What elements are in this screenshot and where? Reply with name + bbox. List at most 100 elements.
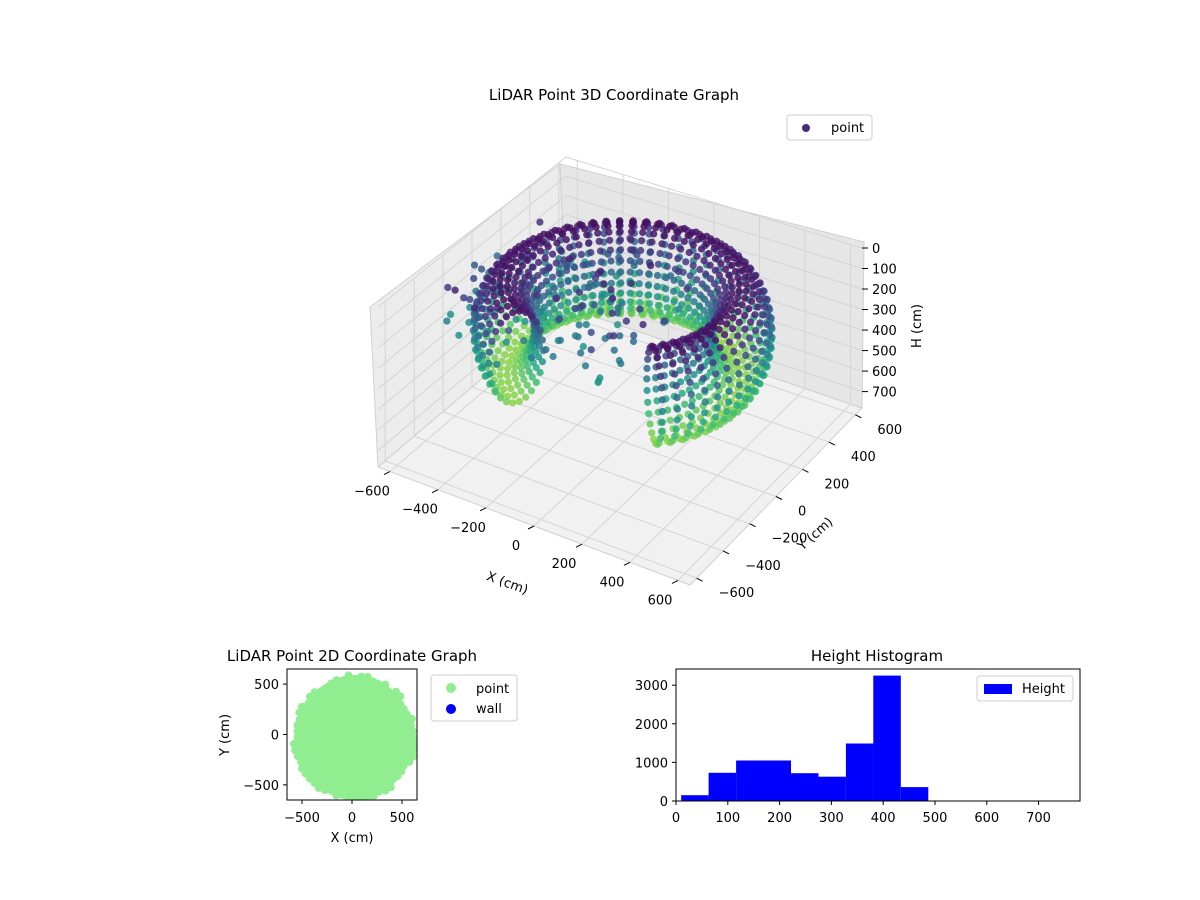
point-3d-431	[529, 251, 537, 260]
z-axis-label-3d: H (cm)	[910, 304, 925, 348]
point-3d-834	[518, 370, 526, 378]
point-3d-375	[617, 279, 625, 287]
point-3d-1367	[671, 370, 679, 378]
point-3d-1041	[587, 328, 595, 336]
point-3d-1331	[691, 345, 699, 353]
point-3d-923	[535, 353, 543, 361]
y-tick-label-3d-1: −400	[745, 559, 781, 574]
point-cloud-3d	[443, 217, 776, 449]
point-3d-1149	[756, 319, 764, 327]
point-3d-281	[596, 247, 605, 255]
point-3d-998	[728, 283, 736, 291]
point-3d-1201	[717, 318, 725, 326]
point-3d-1381	[688, 402, 696, 410]
point-3d-481	[550, 305, 559, 313]
point-3d-1024	[492, 328, 500, 336]
point-3d-1365	[699, 375, 707, 383]
point-3d-1109	[731, 300, 739, 308]
point-3d-624	[618, 299, 626, 307]
point-3d-1384	[658, 418, 666, 426]
point-2d-49	[374, 787, 383, 796]
point-3d-332	[499, 327, 507, 335]
point-3d-309	[531, 242, 539, 250]
grid-line-y-3	[471, 232, 777, 497]
y-tick-3d-1	[722, 550, 730, 555]
x-tick-label-3d-6: 600	[648, 593, 673, 608]
point-3d-945	[510, 301, 518, 309]
z-tick-label-3d-3: 300	[872, 304, 897, 319]
point-3d-617	[693, 252, 701, 260]
point-3d-170	[569, 227, 577, 235]
point-3d-358	[580, 272, 588, 280]
point-3d-527	[662, 274, 670, 282]
point-3d-1298	[745, 374, 753, 382]
point-3d-979	[538, 336, 547, 344]
point-2d-21	[317, 687, 326, 695]
histogram-bar-8	[900, 787, 929, 801]
point-3d-1020	[528, 354, 536, 362]
y-tick-label-hist-2: 2000	[635, 718, 668, 733]
point-2d-28	[293, 721, 302, 730]
point-3d-1007	[502, 398, 510, 406]
point-3d-841	[710, 280, 719, 288]
point-3d-779	[522, 357, 530, 365]
point-3d-1369	[701, 386, 709, 394]
point-3d-749	[695, 302, 703, 310]
point-3d-1297	[725, 338, 734, 346]
legend-2d-marker-wall	[446, 704, 456, 714]
y-tick-label-3d-6: 600	[877, 423, 902, 438]
point-3d-1008	[502, 313, 510, 321]
point-3d-987	[532, 378, 541, 386]
point-3d-857	[470, 304, 479, 312]
point-2d-29	[293, 727, 302, 736]
point-3d-126	[470, 261, 479, 269]
point-3d-400	[563, 307, 571, 315]
point-2d-44	[344, 794, 353, 800]
point-3d-588	[443, 317, 451, 325]
x-tick-label-2d-2: 500	[390, 811, 415, 826]
point-3d-426	[565, 288, 573, 296]
point-3d-1069	[761, 303, 769, 311]
point-3d-370	[629, 246, 637, 254]
point-3d-251	[652, 224, 660, 232]
point-3d-361	[626, 298, 634, 306]
point-3d-536	[674, 255, 682, 263]
point-3d-389	[674, 228, 682, 237]
point-3d-1135	[745, 305, 753, 313]
point-3d-219	[616, 228, 624, 236]
point-3d-278	[566, 243, 574, 252]
point-3d-465	[668, 242, 676, 250]
point-3d-833	[721, 265, 730, 273]
point-3d-1154	[689, 359, 697, 367]
x-tick-3d-6	[671, 580, 679, 584]
point-3d-973	[478, 351, 487, 359]
point-3d-694	[674, 267, 683, 276]
point-3d-747	[696, 291, 704, 299]
point-3d-956	[748, 275, 756, 283]
point-3d-406	[646, 248, 655, 256]
point-3d-1142	[751, 311, 759, 319]
point-3d-1363	[684, 367, 692, 375]
point-2d-26	[295, 708, 304, 717]
point-3d-1378	[687, 390, 695, 398]
point-3d-1224	[643, 364, 651, 372]
point-3d-449	[645, 291, 653, 299]
point-3d-1158	[760, 329, 768, 337]
point-3d-799	[472, 324, 480, 332]
point-3d-429	[447, 310, 455, 318]
point-3d-549	[501, 351, 509, 359]
point-2d-57	[408, 752, 417, 761]
point-3d-1302	[712, 336, 720, 344]
point-3d-803	[474, 314, 482, 322]
point-3d-1373	[686, 422, 694, 430]
point-3d-1372	[701, 398, 709, 406]
point-3d-1015	[497, 319, 505, 327]
point-3d-1358	[669, 360, 677, 368]
z-tick-label-3d-0: 0	[872, 242, 880, 257]
point-3d-469	[548, 314, 557, 322]
point-3d-468	[654, 260, 663, 268]
point-3d-1323	[736, 381, 744, 389]
point-3d-348	[607, 279, 616, 287]
point-3d-777	[711, 266, 719, 274]
